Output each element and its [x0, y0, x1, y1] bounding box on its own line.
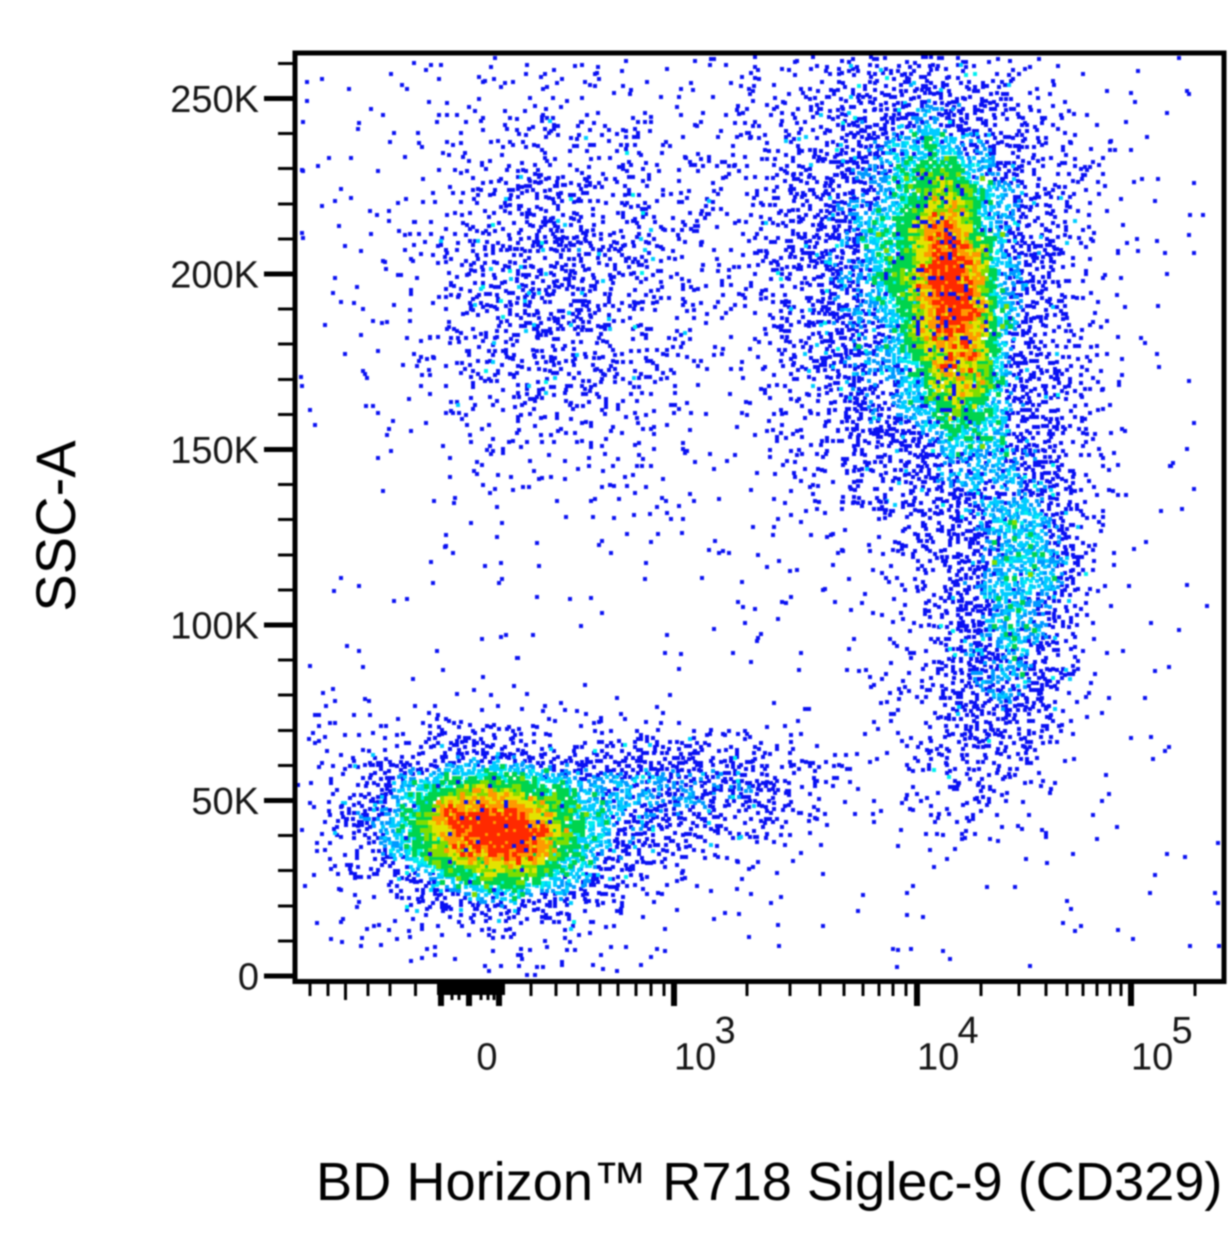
svg-text:3: 3 [715, 1010, 736, 1052]
svg-text:0: 0 [476, 1037, 497, 1079]
svg-text:200K: 200K [170, 255, 259, 297]
svg-text:5: 5 [1172, 1010, 1193, 1052]
svg-text:0: 0 [238, 957, 259, 999]
svg-text:10: 10 [1131, 1037, 1173, 1079]
svg-text:150K: 150K [170, 430, 259, 472]
svg-text:10: 10 [674, 1037, 716, 1079]
svg-text:4: 4 [958, 1010, 979, 1052]
svg-text:100K: 100K [170, 606, 259, 648]
svg-text:50K: 50K [191, 781, 259, 823]
svg-text:BD Horizon™ R718 Siglec-9 (CD3: BD Horizon™ R718 Siglec-9 (CD329) [316, 1152, 1222, 1212]
svg-text:250K: 250K [170, 79, 259, 121]
svg-text:SSC-A: SSC-A [24, 440, 87, 612]
svg-text:10: 10 [917, 1037, 959, 1079]
